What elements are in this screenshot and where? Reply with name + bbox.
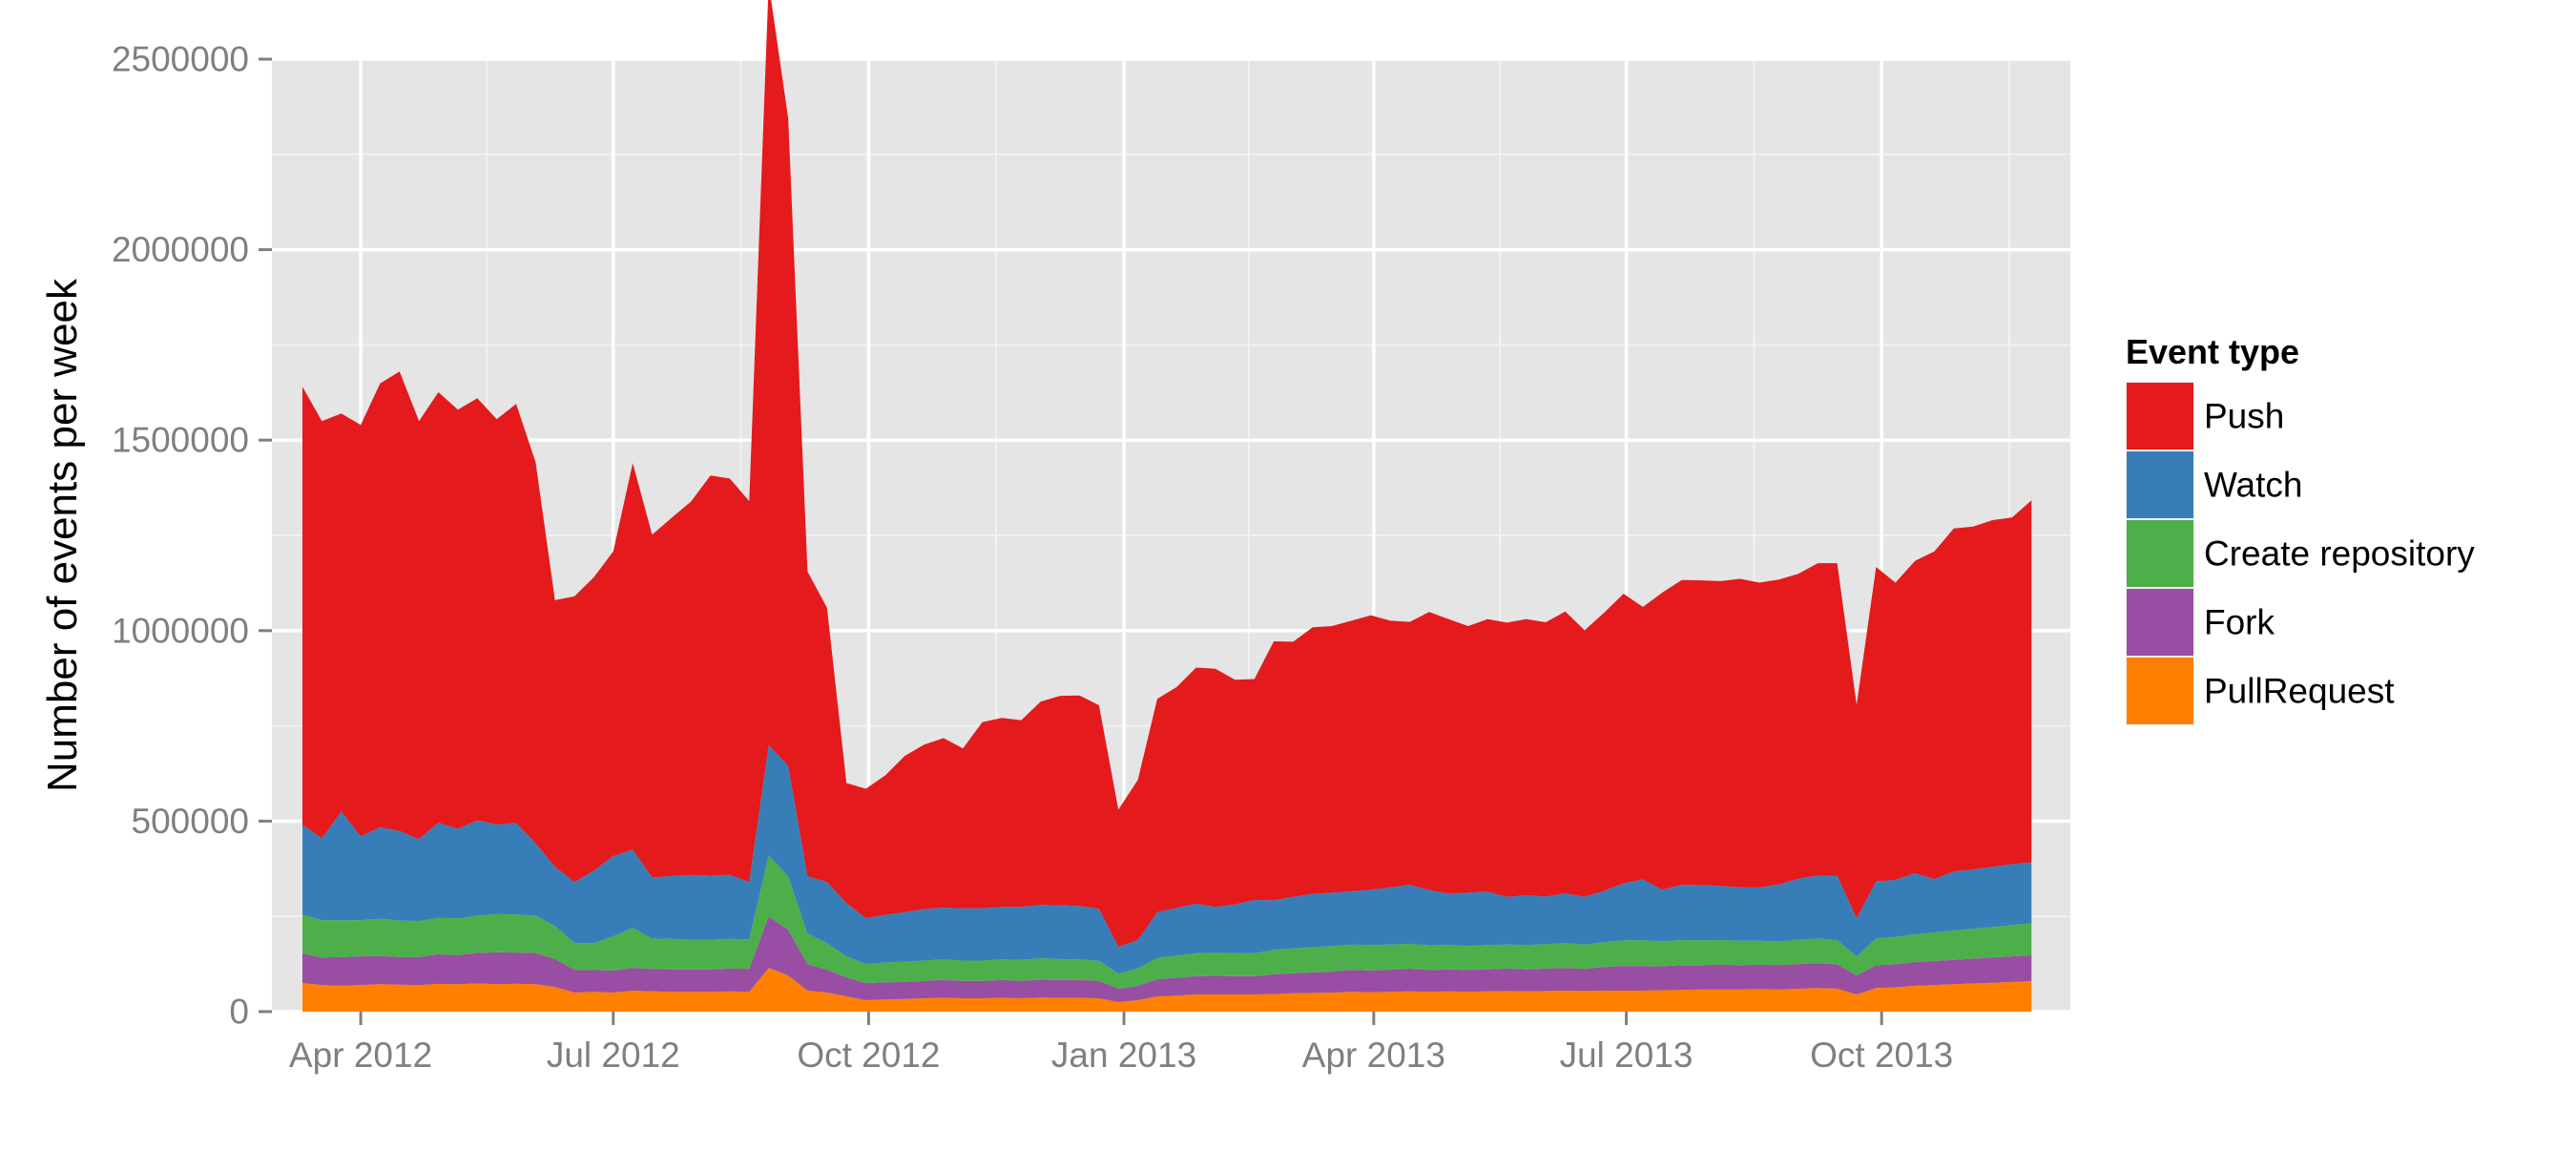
y-tick-label: 500000 bbox=[132, 802, 249, 841]
legend-label-fork: Fork bbox=[2204, 603, 2275, 642]
legend-swatch-create-repository bbox=[2127, 520, 2193, 587]
area-watch bbox=[302, 744, 2032, 974]
x-axis: Apr 2012 Jul 2012 Oct 2012 Jan 2013 Apr 2013… bbox=[289, 1012, 1953, 1075]
x-tick-label: Jul 2013 bbox=[1560, 1035, 1693, 1075]
legend-swatch-pullrequest bbox=[2127, 658, 2193, 724]
stacked-areas bbox=[302, 0, 2032, 1012]
legend-swatch-watch bbox=[2127, 451, 2193, 518]
legend-label-pullrequest: PullRequest bbox=[2204, 672, 2395, 711]
x-tick-label: Jul 2012 bbox=[547, 1035, 680, 1075]
legend-swatch-push bbox=[2127, 383, 2193, 450]
legend-items: Push Watch Create repository Fork PullReques… bbox=[2126, 382, 2475, 725]
y-axis-title: Number of events per week bbox=[39, 278, 86, 792]
x-tick-label: Oct 2013 bbox=[1810, 1035, 1953, 1075]
area-pullrequest bbox=[302, 968, 2032, 1012]
legend-label-watch: Watch bbox=[2204, 466, 2302, 505]
area-push bbox=[302, 0, 2032, 948]
legend-label-create-repository: Create repository bbox=[2204, 534, 2475, 574]
x-tick-label: Oct 2012 bbox=[797, 1035, 940, 1075]
x-tick-label: Jan 2013 bbox=[1051, 1035, 1196, 1075]
legend-label-push: Push bbox=[2204, 397, 2284, 436]
legend: Event type Push Watch Create repository For… bbox=[2126, 332, 2475, 725]
y-tick-label: 0 bbox=[229, 993, 249, 1032]
x-tick-label: Apr 2013 bbox=[1302, 1035, 1445, 1075]
y-axis: 0 500000 1000000 1500000 2000000 2500000 bbox=[112, 40, 272, 1032]
area-fork bbox=[302, 916, 2032, 1002]
x-tick-label: Apr 2012 bbox=[289, 1035, 432, 1075]
area-create-repository bbox=[302, 855, 2032, 989]
legend-title: Event type bbox=[2126, 332, 2299, 371]
y-tick-label: 1500000 bbox=[112, 421, 249, 460]
legend-swatch-fork bbox=[2127, 589, 2193, 656]
y-tick-label: 2500000 bbox=[112, 40, 249, 79]
y-tick-label: 1000000 bbox=[112, 611, 249, 650]
y-tick-label: 2000000 bbox=[112, 230, 249, 269]
